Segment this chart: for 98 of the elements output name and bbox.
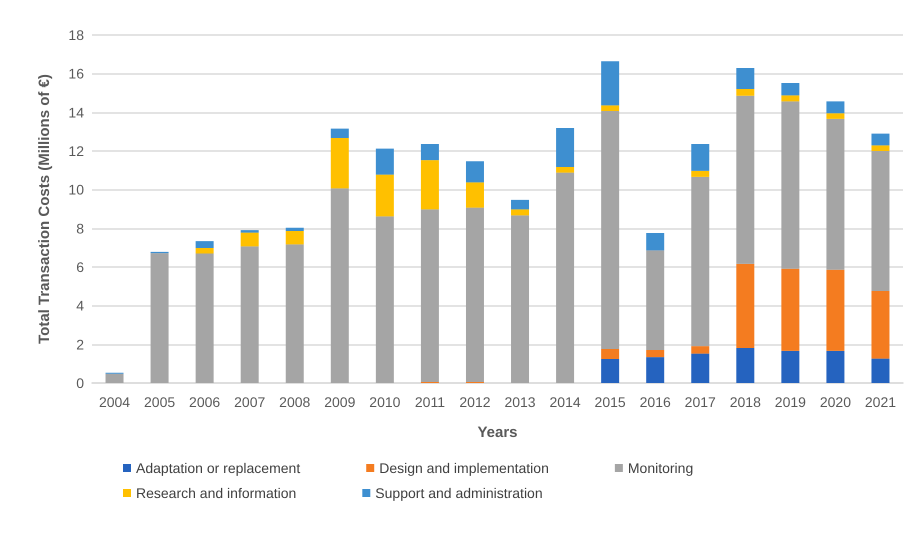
- bar: [330, 138, 349, 188]
- x-tick-label: 2015: [594, 394, 626, 410]
- bar: [196, 248, 214, 254]
- bar: [646, 232, 664, 250]
- bar: [736, 96, 754, 264]
- bar: [466, 208, 484, 382]
- bar: [691, 144, 710, 171]
- x-tick-label: 2013: [504, 394, 536, 410]
- bar: [601, 110, 620, 349]
- bar: [420, 209, 439, 382]
- bar: [871, 145, 890, 151]
- y-tick-label: 0: [76, 375, 84, 391]
- bar: [286, 231, 304, 244]
- bar: [556, 128, 574, 168]
- bar: [150, 253, 169, 383]
- bar: [376, 174, 394, 216]
- bar: [826, 350, 844, 383]
- x-tick-label: 2017: [684, 394, 716, 410]
- x-tick-label: 2020: [820, 394, 852, 410]
- bar: [736, 68, 754, 89]
- bar: [376, 216, 394, 383]
- bar: [286, 228, 304, 232]
- bar: [646, 357, 664, 383]
- x-tick-label: 2021: [864, 394, 896, 410]
- x-tick-label: 2012: [459, 394, 491, 410]
- x-tick-label: 2008: [279, 394, 311, 410]
- bar: [646, 250, 664, 350]
- bar: [826, 101, 844, 114]
- x-tick-label: 2007: [234, 394, 266, 410]
- x-tick-label: 2019: [774, 394, 806, 410]
- x-tick-label: 2006: [189, 394, 220, 410]
- legend-label: Adaptation or replacement: [136, 460, 300, 476]
- bar: [106, 374, 124, 383]
- bar: [781, 95, 800, 102]
- bar: [691, 346, 710, 354]
- x-tick-label: 2011: [414, 394, 446, 410]
- y-tick-label: 8: [76, 220, 84, 236]
- bar: [466, 161, 484, 182]
- bar: [420, 160, 439, 210]
- x-tick-label: 2004: [98, 394, 130, 410]
- bar: [330, 128, 349, 138]
- bar: [871, 151, 890, 291]
- bar: [781, 101, 800, 269]
- bar: [646, 350, 664, 358]
- y-tick-label: 4: [76, 298, 84, 314]
- y-tick-label: 18: [68, 27, 84, 43]
- bar: [511, 209, 530, 216]
- y-tick-label: 10: [68, 182, 84, 198]
- bar: [240, 246, 259, 383]
- bar: [871, 134, 890, 146]
- x-axis-title: Years: [477, 424, 518, 441]
- bar: [871, 290, 890, 359]
- bar: [736, 348, 754, 383]
- bar: [601, 105, 620, 111]
- bar: [420, 144, 439, 160]
- legend-label: Research and information: [136, 485, 296, 501]
- bar: [736, 88, 754, 96]
- bar: [601, 359, 620, 383]
- bar: [330, 188, 349, 383]
- x-tick-label: 2014: [550, 394, 581, 410]
- bar: [511, 200, 530, 210]
- bar: [826, 113, 844, 119]
- bar: [691, 176, 710, 346]
- bar: [556, 167, 574, 173]
- bar: [781, 82, 800, 96]
- bar: [511, 215, 530, 383]
- bar: [601, 61, 620, 106]
- bar: [601, 348, 620, 360]
- x-tick-label: 2016: [640, 394, 671, 410]
- bar: [240, 232, 259, 246]
- y-tick-label: 12: [68, 143, 84, 159]
- bar: [196, 241, 214, 248]
- y-tick-label: 14: [68, 104, 84, 120]
- bar: [286, 244, 304, 383]
- bar: [871, 358, 890, 383]
- bar: [240, 230, 259, 233]
- bar: [736, 264, 754, 348]
- y-axis-title: Total Transaction Costs (Millions of €): [36, 74, 53, 344]
- y-tick-label: 16: [68, 66, 84, 82]
- y-tick-label: 6: [76, 259, 84, 275]
- bar: [781, 268, 800, 351]
- bar: [196, 253, 214, 383]
- x-tick-label: 2010: [369, 394, 401, 410]
- bar: [556, 172, 574, 383]
- bar: [466, 182, 484, 208]
- legend-label: Monitoring: [628, 460, 694, 476]
- x-tick-label: 2005: [144, 394, 176, 410]
- legend-label: Design and implementation: [379, 460, 549, 476]
- bar: [691, 170, 710, 177]
- bar: [781, 350, 800, 383]
- bar: [826, 270, 844, 351]
- legend-label: Support and administration: [375, 485, 543, 501]
- bar: [691, 354, 710, 383]
- y-tick-label: 2: [76, 336, 84, 352]
- x-tick-label: 2009: [324, 394, 356, 410]
- x-tick-label: 2018: [730, 394, 762, 410]
- bar: [826, 118, 844, 270]
- bar: [376, 148, 394, 175]
